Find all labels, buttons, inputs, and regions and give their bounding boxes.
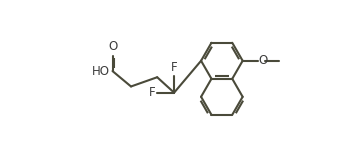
Text: O: O [259, 54, 268, 67]
Text: O: O [108, 40, 117, 53]
Text: HO: HO [92, 65, 109, 78]
Text: F: F [171, 61, 177, 74]
Text: F: F [149, 86, 156, 99]
